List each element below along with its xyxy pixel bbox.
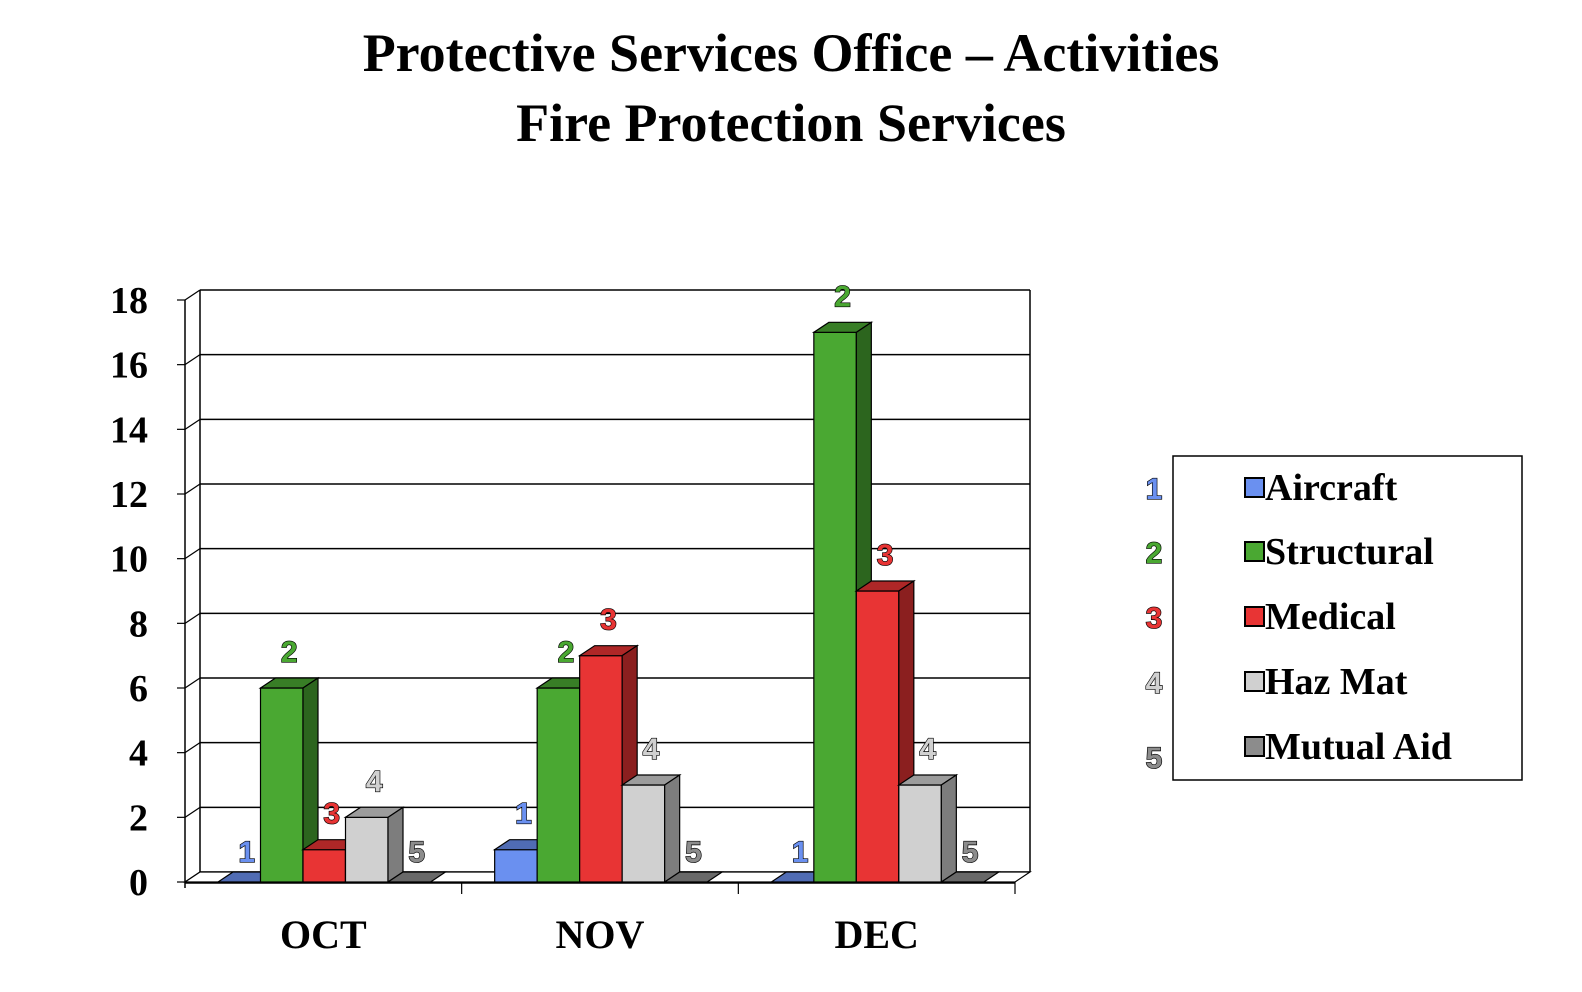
bar-side bbox=[664, 773, 681, 884]
x-tick-label: DEC bbox=[834, 912, 918, 957]
bar-series-marker: 5 bbox=[962, 836, 979, 869]
bar-haz-mat bbox=[898, 784, 942, 883]
bar-series-marker: 2 bbox=[558, 636, 575, 669]
gridline-side bbox=[184, 612, 201, 624]
chart-title: Protective Services Office – Activities … bbox=[0, 18, 1582, 158]
y-tick-label: 16 bbox=[110, 345, 148, 387]
bar-aircraft bbox=[494, 849, 538, 883]
bar-series-marker: 4 bbox=[366, 765, 383, 798]
gridline-side bbox=[184, 483, 201, 495]
bar-series-marker: 2 bbox=[281, 636, 298, 669]
legend-swatch bbox=[1244, 736, 1265, 757]
bar-medical bbox=[855, 590, 900, 883]
legend-marker: 1 bbox=[1146, 473, 1163, 506]
bar-series-marker: 1 bbox=[792, 836, 809, 869]
bar-series-marker: 4 bbox=[643, 733, 660, 766]
legend-marker: 5 bbox=[1146, 742, 1163, 775]
bar-series-marker: 5 bbox=[685, 836, 702, 869]
gridline-side bbox=[184, 742, 201, 754]
bar-series-marker: 5 bbox=[408, 836, 425, 869]
bar-haz-mat bbox=[344, 816, 389, 883]
legend-swatch bbox=[1244, 606, 1265, 627]
y-tick-label: 18 bbox=[110, 280, 148, 322]
y-tick-label: 12 bbox=[110, 474, 148, 516]
bar-top bbox=[386, 871, 448, 883]
bar-side bbox=[940, 773, 957, 884]
x-tick-label: OCT bbox=[280, 912, 367, 957]
title-line-2: Fire Protection Services bbox=[516, 93, 1066, 153]
y-tick-label: 4 bbox=[129, 733, 148, 775]
bar-series-marker: 3 bbox=[877, 539, 894, 572]
bar-medical bbox=[302, 849, 347, 883]
legend-label: Aircraft bbox=[1265, 467, 1398, 509]
gridline-side bbox=[184, 677, 201, 689]
bar-side bbox=[387, 806, 404, 884]
gridline-side bbox=[184, 354, 201, 366]
legend-label: Mutual Aid bbox=[1265, 726, 1452, 768]
bar-series-marker: 1 bbox=[515, 798, 532, 831]
legend-swatch bbox=[1244, 477, 1265, 498]
legend-marker: 4 bbox=[1146, 667, 1163, 700]
gridline-side bbox=[184, 806, 201, 818]
bar-structural bbox=[536, 687, 581, 883]
legend-box bbox=[1172, 455, 1523, 781]
bar-medical bbox=[579, 655, 623, 883]
legend-marker: 3 bbox=[1146, 602, 1163, 635]
bar-series-marker: 2 bbox=[834, 280, 851, 313]
bar-series-marker: 3 bbox=[323, 798, 340, 831]
bar-top bbox=[939, 871, 1001, 883]
bar-series-marker: 1 bbox=[238, 836, 255, 869]
legend-label: Medical bbox=[1265, 596, 1396, 638]
gridline-side bbox=[184, 418, 201, 430]
title-line-1: Protective Services Office – Activities bbox=[362, 23, 1220, 83]
bar-structural bbox=[813, 331, 857, 883]
y-tick-label: 8 bbox=[129, 603, 148, 645]
y-tick-label: 14 bbox=[110, 409, 148, 451]
bar-top bbox=[662, 871, 725, 883]
legend-swatch bbox=[1244, 671, 1265, 692]
y-tick-label: 0 bbox=[129, 862, 148, 904]
legend-label: Haz Mat bbox=[1265, 661, 1408, 703]
y-tick-label: 2 bbox=[129, 797, 148, 839]
x-tick-label: NOV bbox=[556, 912, 645, 957]
legend-label: Structural bbox=[1265, 531, 1434, 573]
y-tick-label: 10 bbox=[110, 539, 148, 581]
bar-structural bbox=[259, 687, 304, 883]
gridline-side bbox=[184, 548, 201, 560]
bar-haz-mat bbox=[621, 784, 666, 883]
legend-swatch bbox=[1244, 541, 1265, 562]
legend-marker: 2 bbox=[1146, 537, 1163, 570]
bar-series-marker: 4 bbox=[919, 733, 936, 766]
bar-series-marker: 3 bbox=[600, 604, 617, 637]
y-tick-label: 6 bbox=[129, 668, 148, 710]
gridline-side bbox=[184, 289, 201, 301]
